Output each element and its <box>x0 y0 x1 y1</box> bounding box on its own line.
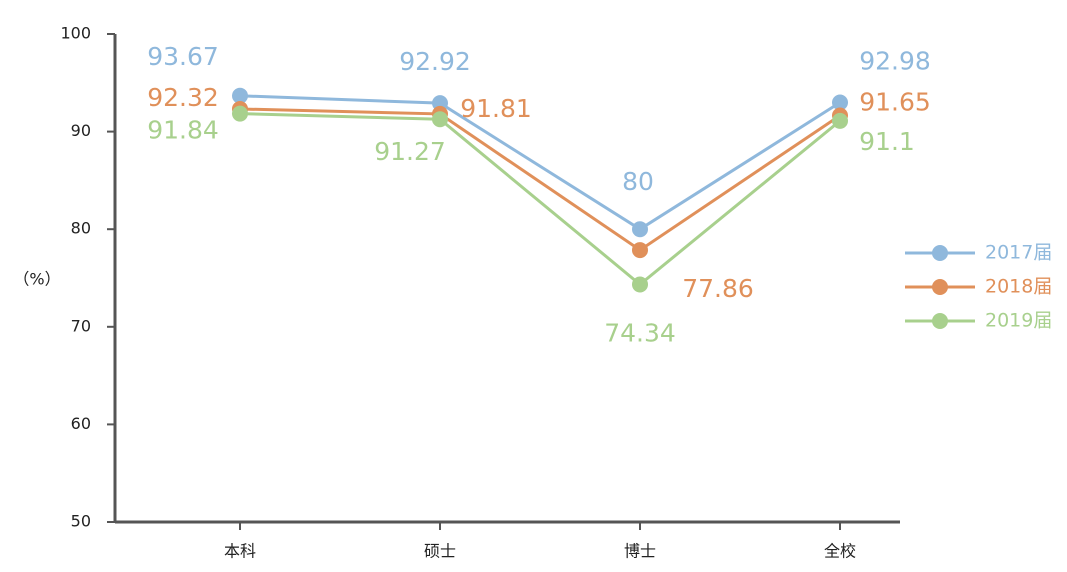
data-label: 91.27 <box>374 137 446 166</box>
y-tick-label: 50 <box>71 512 91 531</box>
data-label: 80 <box>622 167 654 196</box>
data-label: 91.65 <box>859 87 931 116</box>
legend-marker <box>932 313 948 329</box>
y-axis-label: （%） <box>13 270 60 289</box>
data-label: 93.67 <box>147 42 219 71</box>
y-tick-label: 90 <box>71 121 91 140</box>
x-tick-label: 全校 <box>824 542 856 561</box>
data-label: 91.81 <box>460 94 532 123</box>
legend-label: 2017届 <box>985 242 1052 264</box>
data-label: 91.84 <box>147 116 219 145</box>
x-tick-label: 硕士 <box>424 542 456 561</box>
line <box>239 94 841 231</box>
y-tick-label: 60 <box>71 414 91 433</box>
point <box>632 242 648 259</box>
legend-label: 2019届 <box>985 310 1052 332</box>
data-label: 91.1 <box>859 127 915 156</box>
data-label: 77.86 <box>682 274 754 303</box>
point <box>832 112 848 129</box>
y-tick-label: 100 <box>60 24 91 43</box>
data-label: 92.32 <box>147 83 219 112</box>
point <box>632 221 648 238</box>
legend-marker <box>932 245 948 261</box>
point <box>232 105 248 122</box>
x-tick-label: 博士 <box>624 542 656 561</box>
data-label: 92.98 <box>859 47 931 76</box>
point <box>632 276 648 293</box>
point <box>232 87 248 104</box>
x-tick-label: 本科 <box>224 542 256 561</box>
point <box>432 111 448 128</box>
legend-label: 2018届 <box>985 276 1052 298</box>
line <box>239 107 841 252</box>
y-tick-label: 70 <box>71 316 91 335</box>
y-tick-label: 80 <box>71 219 91 238</box>
data-label: 74.34 <box>604 318 676 347</box>
point <box>832 94 848 111</box>
data-label: 92.92 <box>399 47 471 76</box>
line <box>239 112 841 287</box>
legend-marker <box>932 279 948 295</box>
